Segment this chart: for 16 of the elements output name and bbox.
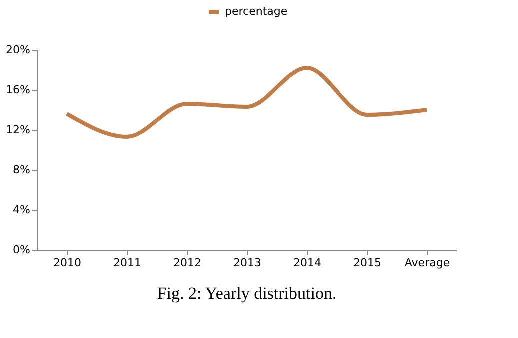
x-tick-label: 2012 xyxy=(174,256,202,270)
line-series xyxy=(65,66,429,139)
x-tick-label: 2015 xyxy=(354,256,382,270)
x-tick-label: 2010 xyxy=(54,256,82,270)
x-tick-label: 2011 xyxy=(114,256,142,270)
y-tick-label: 8% xyxy=(13,164,30,176)
x-tick-label: Average xyxy=(404,256,450,270)
y-tick-label: 0% xyxy=(13,244,30,256)
legend-label: percentage xyxy=(225,5,288,18)
x-tick-label: 2014 xyxy=(294,256,322,270)
y-tick-label: 12% xyxy=(6,124,30,136)
y-tick-label: 16% xyxy=(6,84,30,96)
x-tick-label: 2013 xyxy=(234,256,262,270)
y-tick-label: 4% xyxy=(13,204,30,216)
y-tick-label: 20% xyxy=(6,44,30,56)
caption: Fig. 2: Yearly distribution. xyxy=(157,284,337,303)
